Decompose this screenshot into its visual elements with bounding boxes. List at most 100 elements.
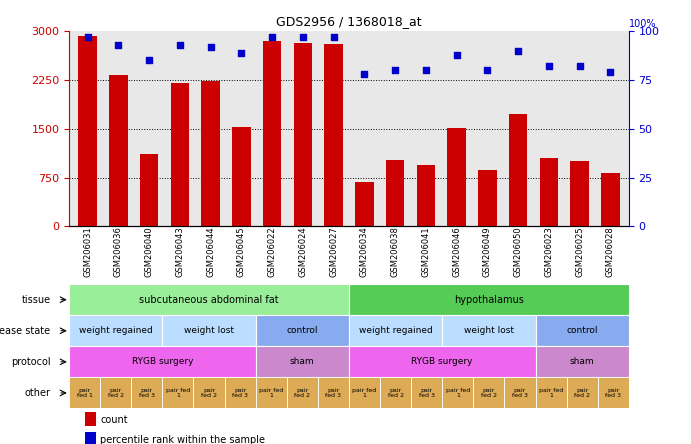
Bar	[536, 315, 629, 346]
Text: count: count	[100, 415, 128, 424]
Text: GSM206036: GSM206036	[114, 226, 123, 278]
Bar	[171, 83, 189, 226]
Bar	[131, 377, 162, 408]
Bar	[536, 346, 629, 377]
Text: pair
fed 2: pair fed 2	[481, 388, 497, 398]
Text: pair fed
1: pair fed 1	[446, 388, 470, 398]
Text: pair
fed 3: pair fed 3	[139, 388, 155, 398]
Text: GSM206046: GSM206046	[452, 226, 461, 277]
Point	[543, 63, 554, 70]
Text: weight lost: weight lost	[464, 326, 514, 335]
Text: weight regained: weight regained	[79, 326, 153, 335]
Bar	[540, 158, 558, 226]
Point	[420, 67, 431, 74]
Text: protocol: protocol	[11, 357, 50, 367]
Bar	[349, 284, 629, 315]
Text: GSM206044: GSM206044	[206, 226, 215, 277]
Bar	[69, 315, 162, 346]
Text: percentile rank within the sample: percentile rank within the sample	[100, 435, 265, 444]
Bar	[263, 41, 281, 226]
Point	[574, 63, 585, 70]
Text: GSM206034: GSM206034	[360, 226, 369, 277]
Text: pair
fed 2: pair fed 2	[574, 388, 590, 398]
Bar	[100, 377, 131, 408]
Point	[113, 41, 124, 48]
Point	[236, 49, 247, 56]
Text: pair
fed 3: pair fed 3	[512, 388, 528, 398]
Text: tissue: tissue	[21, 295, 50, 305]
Text: subcutaneous abdominal fat: subcutaneous abdominal fat	[139, 295, 279, 305]
Bar	[69, 346, 256, 377]
Text: RYGB surgery: RYGB surgery	[131, 357, 193, 366]
Bar	[411, 377, 442, 408]
Bar	[84, 432, 95, 444]
Text: pair
fed 2: pair fed 2	[108, 388, 124, 398]
Text: 100%: 100%	[629, 19, 656, 29]
Text: pair
fed 3: pair fed 3	[419, 388, 435, 398]
Bar	[355, 182, 374, 226]
Text: pair fed
1: pair fed 1	[259, 388, 283, 398]
Text: GSM206043: GSM206043	[176, 226, 184, 277]
Text: GSM206045: GSM206045	[237, 226, 246, 277]
Bar	[386, 160, 404, 226]
Bar	[417, 165, 435, 226]
Title: GDS2956 / 1368018_at: GDS2956 / 1368018_at	[276, 16, 422, 28]
Bar	[256, 346, 349, 377]
Bar	[318, 377, 349, 408]
Bar	[109, 75, 128, 226]
Bar	[567, 377, 598, 408]
Text: pair
fed 2: pair fed 2	[201, 388, 217, 398]
Text: pair
fed 3: pair fed 3	[325, 388, 341, 398]
Bar	[84, 412, 95, 426]
Bar	[69, 284, 349, 315]
Text: weight regained: weight regained	[359, 326, 433, 335]
Bar	[478, 170, 497, 226]
Text: pair fed
1: pair fed 1	[166, 388, 190, 398]
Text: GSM206040: GSM206040	[144, 226, 153, 277]
Bar	[193, 377, 225, 408]
Text: pair fed
1: pair fed 1	[352, 388, 377, 398]
Point	[328, 33, 339, 40]
Text: GSM206024: GSM206024	[299, 226, 307, 277]
Text: pair fed
1: pair fed 1	[539, 388, 563, 398]
Point	[174, 41, 185, 48]
Bar	[256, 315, 349, 346]
Text: GSM206027: GSM206027	[329, 226, 338, 277]
Bar	[447, 128, 466, 226]
Text: pair
fed 3: pair fed 3	[605, 388, 621, 398]
Text: pair
fed 2: pair fed 2	[294, 388, 310, 398]
Bar	[140, 154, 158, 226]
Point	[390, 67, 401, 74]
Point	[513, 47, 524, 54]
Bar	[162, 315, 256, 346]
Text: hypothalamus: hypothalamus	[454, 295, 524, 305]
Text: GSM206049: GSM206049	[483, 226, 492, 277]
Text: control: control	[287, 326, 318, 335]
Point	[605, 68, 616, 75]
Text: sham: sham	[290, 357, 314, 366]
Text: disease state: disease state	[0, 326, 50, 336]
Text: GSM206022: GSM206022	[267, 226, 276, 277]
Point	[359, 71, 370, 78]
Bar	[294, 43, 312, 226]
Text: sham: sham	[570, 357, 594, 366]
Text: weight lost: weight lost	[184, 326, 234, 335]
Text: RYGB surgery: RYGB surgery	[411, 357, 473, 366]
Text: control: control	[567, 326, 598, 335]
Bar	[442, 315, 536, 346]
Bar	[509, 115, 527, 226]
Bar	[225, 377, 256, 408]
Text: GSM206028: GSM206028	[606, 226, 615, 277]
Point	[482, 67, 493, 74]
Point	[144, 57, 155, 64]
Point	[297, 33, 308, 40]
Point	[267, 33, 278, 40]
Bar	[349, 346, 536, 377]
Bar	[598, 377, 629, 408]
Bar	[201, 81, 220, 226]
Bar	[349, 377, 380, 408]
Text: GSM206031: GSM206031	[83, 226, 92, 277]
Bar	[69, 377, 100, 408]
Bar	[349, 315, 442, 346]
Point	[205, 43, 216, 50]
